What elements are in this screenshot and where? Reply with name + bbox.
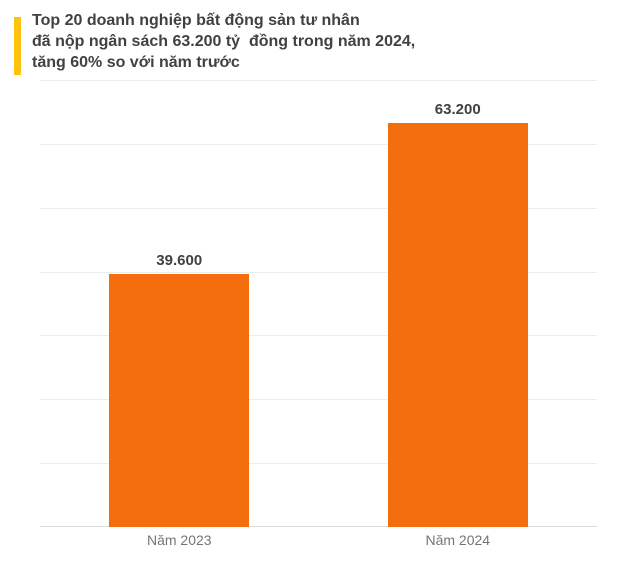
gridline-30000 xyxy=(40,335,597,336)
bar-value-label-nam-2024: 63.200 xyxy=(434,101,481,118)
gridline-60000 xyxy=(40,144,597,145)
chart-title-line-2: đã nộp ngân sách 63.200 tỷ đồng trong nă… xyxy=(32,33,416,50)
baseline xyxy=(40,526,597,527)
gridline-50000 xyxy=(40,208,597,209)
x-axis-label-nam-2024: Năm 2024 xyxy=(425,532,491,548)
plot-area: 39.600 63.200 xyxy=(40,80,597,527)
gridline-20000 xyxy=(40,399,597,400)
chart-title-line-3: tăng 60% so với năm trước xyxy=(32,54,240,71)
title-accent-bar xyxy=(14,17,21,75)
x-axis-label-nam-2023: Năm 2023 xyxy=(146,532,212,548)
chart-title-line-1: Top 20 doanh nghiệp bất động sản tư nhân xyxy=(32,12,360,29)
gridline-10000 xyxy=(40,463,597,464)
bar-nam-2024 xyxy=(387,123,528,527)
gridline-70000 xyxy=(40,80,597,81)
chart-title: Top 20 doanh nghiệp bất động sản tư nhân… xyxy=(32,10,415,73)
bar-value-label-nam-2023: 39.600 xyxy=(156,252,203,269)
x-axis: Năm 2023 Năm 2024 xyxy=(40,532,597,552)
gridline-40000 xyxy=(40,272,597,273)
bar-nam-2023 xyxy=(109,274,250,527)
